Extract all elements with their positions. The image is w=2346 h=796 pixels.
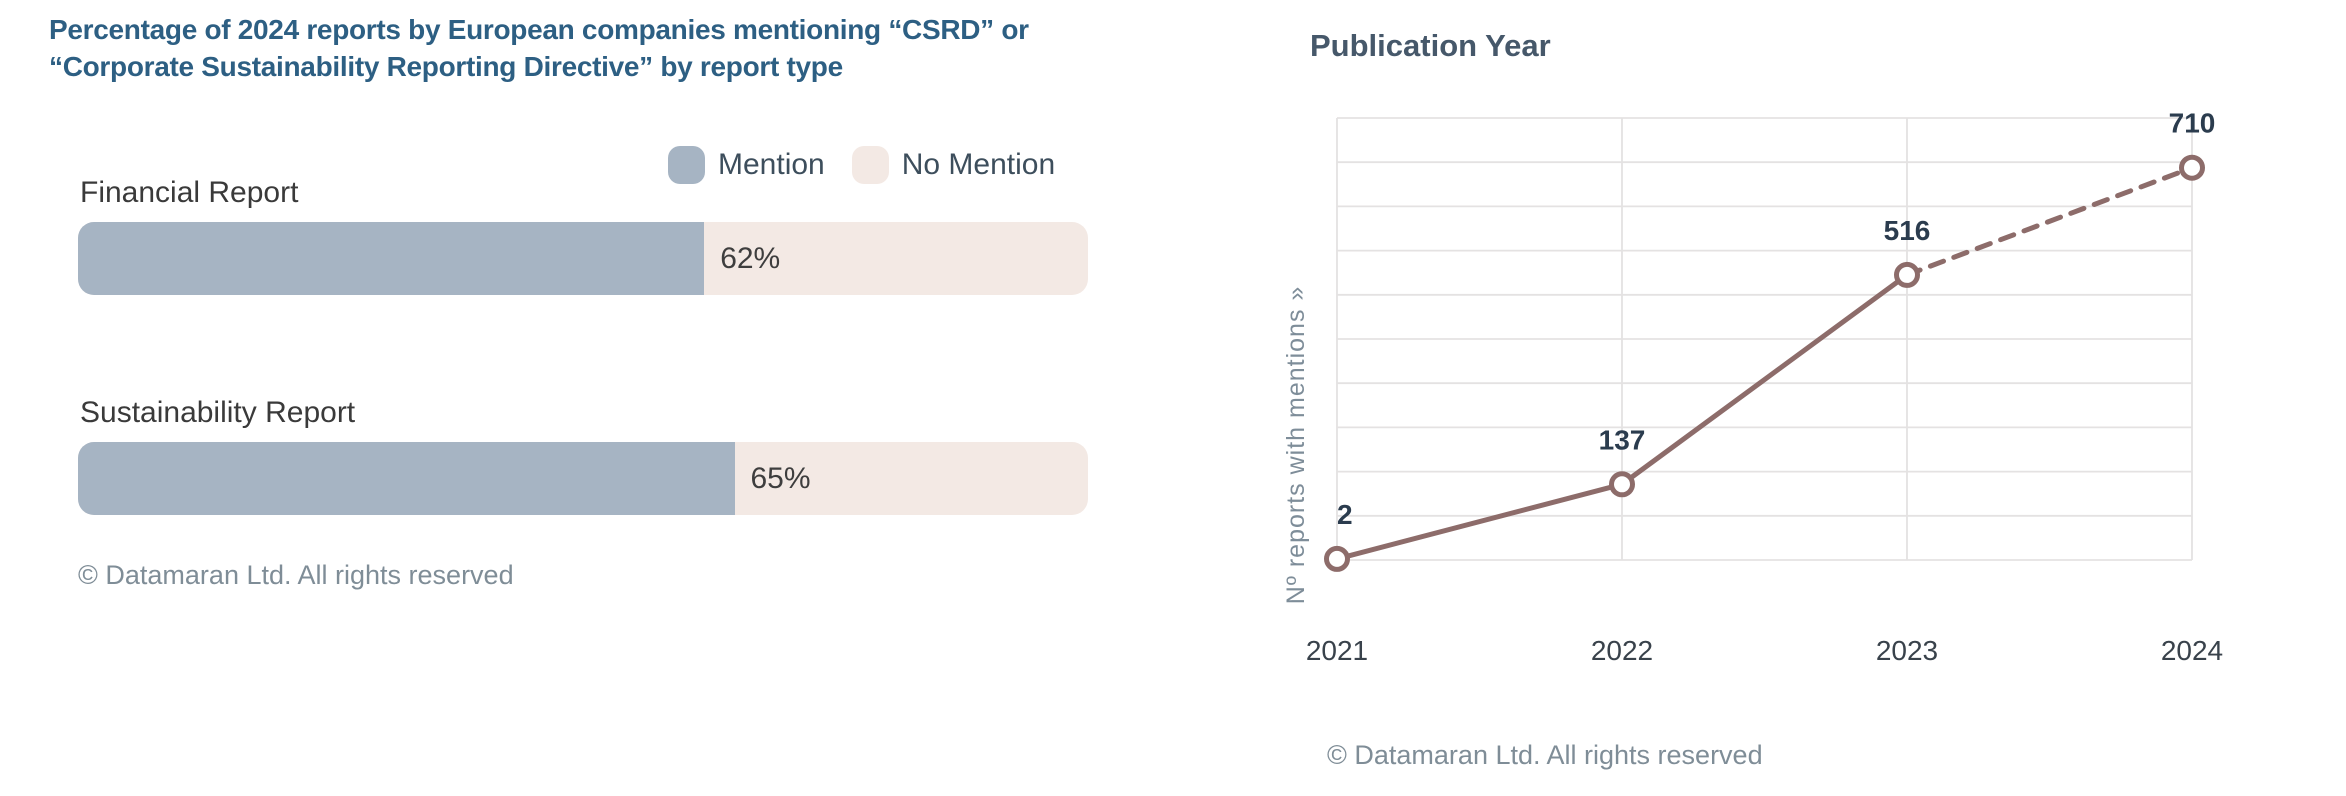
bar-financial-report-value: 62% — [720, 241, 781, 275]
data-point-2024 — [2179, 154, 2205, 181]
bar-financial-report-mention-segment — [78, 222, 705, 295]
data-point-label-2021: 2 — [1337, 499, 1353, 530]
copyright-right: © Datamaran Ltd. All rights reserved — [1327, 740, 1763, 770]
bar-chart-title-line1: Percentage of 2024 reports by European c… — [49, 14, 1029, 45]
data-point-2021 — [1324, 545, 1350, 572]
series-layer — [1324, 154, 2205, 572]
label-layer: 2 137 516 710 2021 2022 2023 2024 — [1306, 108, 2223, 666]
x-tick-label-2022: 2022 — [1591, 635, 1653, 666]
bar-chart-title-line2: “Corporate Sustainability Reporting Dire… — [49, 50, 843, 82]
grid-layer — [1336, 117, 2193, 561]
legend-swatch-no-mention — [851, 146, 889, 184]
line-chart-title: Publication Year — [1310, 28, 1551, 63]
y-axis-label: Nº reports with mentions » — [1282, 286, 1310, 605]
series-line-dashed — [1904, 165, 2195, 278]
legend-label-no-mention: No Mention — [901, 148, 1056, 181]
legend: Mention No Mention — [668, 146, 1055, 184]
bar-sustainability-report-mention-segment — [78, 442, 735, 515]
legend-label-mention: Mention — [718, 148, 825, 181]
bar-chart-title: Percentage of 2024 reports by European c… — [49, 12, 1029, 86]
copyright-left: © Datamaran Ltd. All rights reserved — [78, 560, 514, 590]
data-point-label-2022: 137 — [1599, 424, 1646, 455]
data-point-label-2024: 710 — [2169, 108, 2216, 139]
line-chart: 2 137 516 710 2021 2022 2023 2024 Nº reports wi… — [1282, 108, 2223, 666]
bar-sustainability-report: 65% — [78, 442, 1088, 515]
bar-sustainability-report-value: 65% — [750, 461, 811, 495]
bar-label-financial-report: Financial Report — [80, 176, 299, 209]
data-point-label-2023: 516 — [1884, 215, 1931, 246]
bar-label-sustainability-report: Sustainability Report — [80, 396, 356, 429]
data-point-2022 — [1609, 471, 1635, 498]
x-tick-label-2024: 2024 — [2161, 635, 2223, 666]
data-point-2023 — [1894, 261, 1920, 288]
legend-swatch-mention — [668, 146, 705, 184]
x-tick-label-2021: 2021 — [1306, 635, 1368, 666]
x-tick-label-2023: 2023 — [1876, 635, 1938, 666]
bar-financial-report: 62% — [78, 222, 1088, 295]
